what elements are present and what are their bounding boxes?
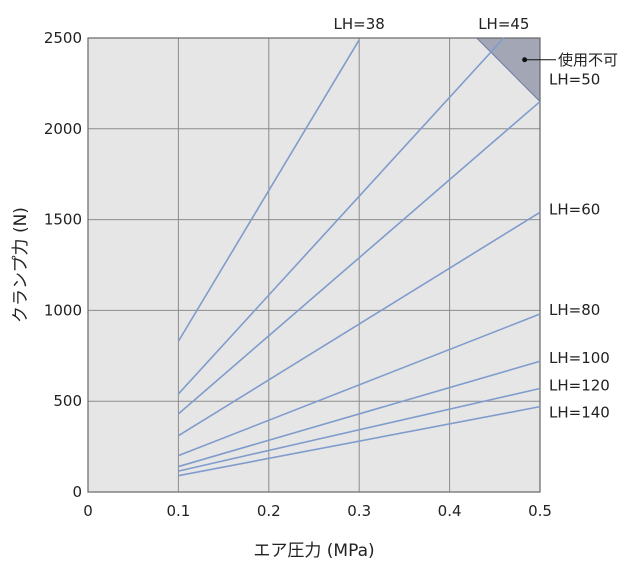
x-tick-label: 0 — [83, 502, 93, 520]
series-line — [177, 100, 541, 415]
series-line — [177, 39, 360, 342]
series-label: LH=50 — [549, 71, 600, 89]
plot-frame — [87, 37, 541, 493]
axis-lines — [87, 37, 541, 493]
x-tick-label: 0.4 — [438, 502, 462, 520]
series-labels: LH=38 LH=45 LH=50 LH=60 LH=80 LH=100 LH=120 LH=… — [334, 15, 610, 422]
series-label: LH=140 — [549, 404, 610, 422]
series-lines — [177, 37, 541, 477]
series-label: LH=45 — [478, 15, 529, 33]
x-tick-label: 0.2 — [257, 502, 281, 520]
unusable-label: 使用不可 — [558, 51, 618, 69]
y-tick-label: 1500 — [44, 211, 82, 229]
series-label: LH=60 — [549, 200, 600, 218]
series-label: LH=100 — [549, 349, 610, 367]
series-line — [178, 360, 541, 468]
plot-area — [88, 38, 540, 492]
series-line — [178, 313, 541, 457]
y-axis-title: クランプ力 (N) — [11, 207, 31, 323]
x-tick-label: 0.1 — [166, 502, 190, 520]
y-tick-label: 2000 — [44, 120, 82, 138]
y-tick-label: 500 — [53, 392, 82, 410]
series-label: LH=120 — [549, 376, 610, 394]
y-tick-label: 0 — [72, 483, 82, 501]
x-axis-title: エア圧力 (MPa) — [253, 541, 374, 561]
x-tick-label: 0.3 — [347, 502, 371, 520]
grid-lines — [88, 38, 540, 492]
series-line — [178, 387, 541, 472]
series-line — [178, 405, 541, 477]
y-tick-label: 2500 — [44, 29, 82, 47]
series-line — [177, 37, 505, 395]
y-tick-label: 1000 — [44, 301, 82, 319]
y-tick-labels: 0 500 1000 1500 2000 2500 — [44, 29, 82, 501]
series-line — [177, 211, 541, 437]
series-label: LH=80 — [549, 301, 600, 319]
series-label: LH=38 — [334, 15, 385, 33]
x-tick-labels: 0 0.1 0.2 0.3 0.4 0.5 — [83, 502, 552, 520]
unusable-annotation: 使用不可 — [522, 51, 618, 69]
x-tick-label: 0.5 — [528, 502, 552, 520]
